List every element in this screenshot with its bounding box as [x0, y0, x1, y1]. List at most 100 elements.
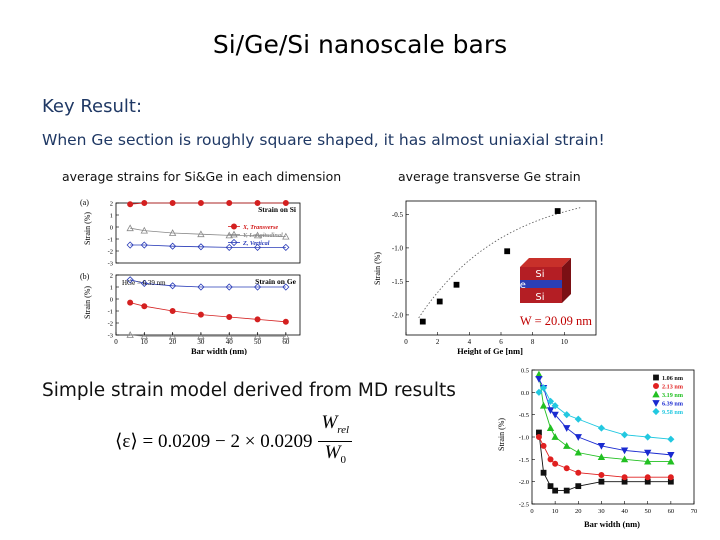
data-point	[126, 241, 134, 249]
data-point	[504, 248, 511, 255]
y-tick-label: 0	[110, 297, 113, 304]
y-tick-label: 1	[110, 213, 113, 220]
legend-marker	[230, 238, 238, 247]
x-tick-label: 50	[644, 508, 651, 515]
x-tick-label: 60	[668, 508, 675, 515]
slide-title: Si/Ge/Si nanoscale bars	[212, 30, 508, 59]
data-point	[552, 460, 559, 467]
y-tick-label: -2.5	[519, 502, 529, 509]
data-point	[551, 411, 559, 419]
data-point	[197, 311, 204, 318]
x-tick-label: 10	[552, 508, 559, 515]
legend-label: 3.19 nm	[662, 392, 684, 399]
series-line	[130, 279, 286, 288]
data-point	[419, 318, 426, 325]
y-tick-label: -1.0	[392, 244, 404, 252]
data-point	[621, 474, 628, 481]
legend-marker	[230, 223, 237, 230]
data-point	[197, 243, 205, 251]
fit-curve	[538, 374, 671, 463]
fit-curve	[418, 207, 581, 319]
mid-xlabel: Height of Ge [nm]	[457, 346, 523, 355]
panel-annotation: HGe = 6.39 nm	[122, 279, 166, 287]
data-point	[169, 282, 177, 290]
caption-left: average strains for Si&Ge in each dimens…	[62, 169, 342, 184]
legend-label: 1.06 nm	[662, 375, 684, 382]
data-point	[282, 318, 289, 325]
data-point	[282, 232, 290, 240]
inset-top	[520, 258, 571, 267]
data-point	[225, 231, 233, 239]
fit-curve	[538, 378, 671, 456]
data-point	[453, 281, 460, 288]
x-tick-label: 8	[531, 338, 535, 346]
x-tick-label: 10	[141, 338, 149, 346]
data-point	[254, 200, 261, 206]
x-tick-label: 60	[282, 338, 290, 346]
data-point	[535, 388, 543, 396]
data-point	[574, 448, 582, 456]
key-result-statement: When Ge section is roughly square shaped…	[42, 131, 605, 149]
data-point	[563, 411, 571, 419]
data-point	[551, 402, 559, 410]
data-point	[644, 449, 652, 457]
y-tick-label: -2	[108, 249, 113, 256]
series-line	[130, 302, 286, 323]
fit-curve	[538, 432, 671, 492]
data-point	[140, 226, 148, 234]
legend-label: Z, Vertical	[242, 240, 270, 247]
data-point	[667, 457, 675, 465]
mid-ylabel: Strain (%)	[373, 252, 382, 285]
equation-denominator: W0	[324, 441, 346, 466]
model-label: Simple strain model derived from MD resu…	[42, 380, 456, 401]
legend-marker	[652, 390, 660, 398]
y-tick-label: 0	[110, 225, 113, 232]
legend-marker	[652, 407, 660, 416]
panel-b-ylabel: Strain (%)	[83, 286, 92, 319]
data-point	[253, 231, 262, 239]
x-tick-label: 20	[575, 508, 582, 515]
panel-title: Strain on Si	[258, 205, 296, 214]
data-point	[547, 483, 554, 490]
data-point	[535, 434, 542, 441]
data-point	[551, 433, 559, 440]
data-point	[126, 224, 134, 232]
x-tick-label: 0	[114, 338, 118, 346]
y-tick-label: -2.0	[392, 311, 404, 319]
data-point	[546, 397, 555, 405]
data-point	[540, 442, 547, 449]
data-point	[168, 229, 177, 236]
y-tick-label: -0.5	[392, 211, 404, 219]
series-line	[130, 227, 286, 237]
si-ge-si-inset: Si Ge Si	[512, 258, 571, 303]
left-xlabel: Bar width (nm)	[191, 346, 247, 355]
data-point	[575, 469, 582, 476]
x-tick-label: 2	[436, 338, 440, 346]
y-tick-label: 0.0	[521, 390, 529, 397]
y-tick-label: -3	[108, 261, 113, 268]
data-point	[540, 384, 548, 392]
data-point	[169, 242, 177, 250]
data-point	[225, 243, 233, 251]
data-point	[126, 331, 134, 338]
data-point	[563, 425, 571, 432]
panel-title: Strain on Ge	[255, 277, 297, 286]
legend-label: 6.39 nm	[662, 401, 684, 408]
legend-label: 2.13 nm	[662, 384, 684, 391]
inset-side	[562, 258, 571, 303]
y-tick-label: 1	[110, 285, 113, 292]
x-tick-label: 10	[561, 338, 569, 346]
data-point	[282, 283, 290, 291]
y-tick-label: -3	[108, 333, 113, 340]
x-tick-label: 6	[499, 338, 503, 346]
data-point	[169, 200, 176, 206]
data-point	[554, 208, 561, 214]
y-tick-label: -1	[108, 237, 113, 244]
panel-a-ylabel: Strain (%)	[83, 212, 92, 245]
data-point	[140, 241, 148, 249]
series-line	[130, 244, 286, 248]
data-point	[141, 303, 148, 310]
inset-label-si-top: Si	[535, 269, 544, 280]
y-tick-label: -2.0	[519, 479, 529, 486]
data-point	[254, 316, 261, 323]
